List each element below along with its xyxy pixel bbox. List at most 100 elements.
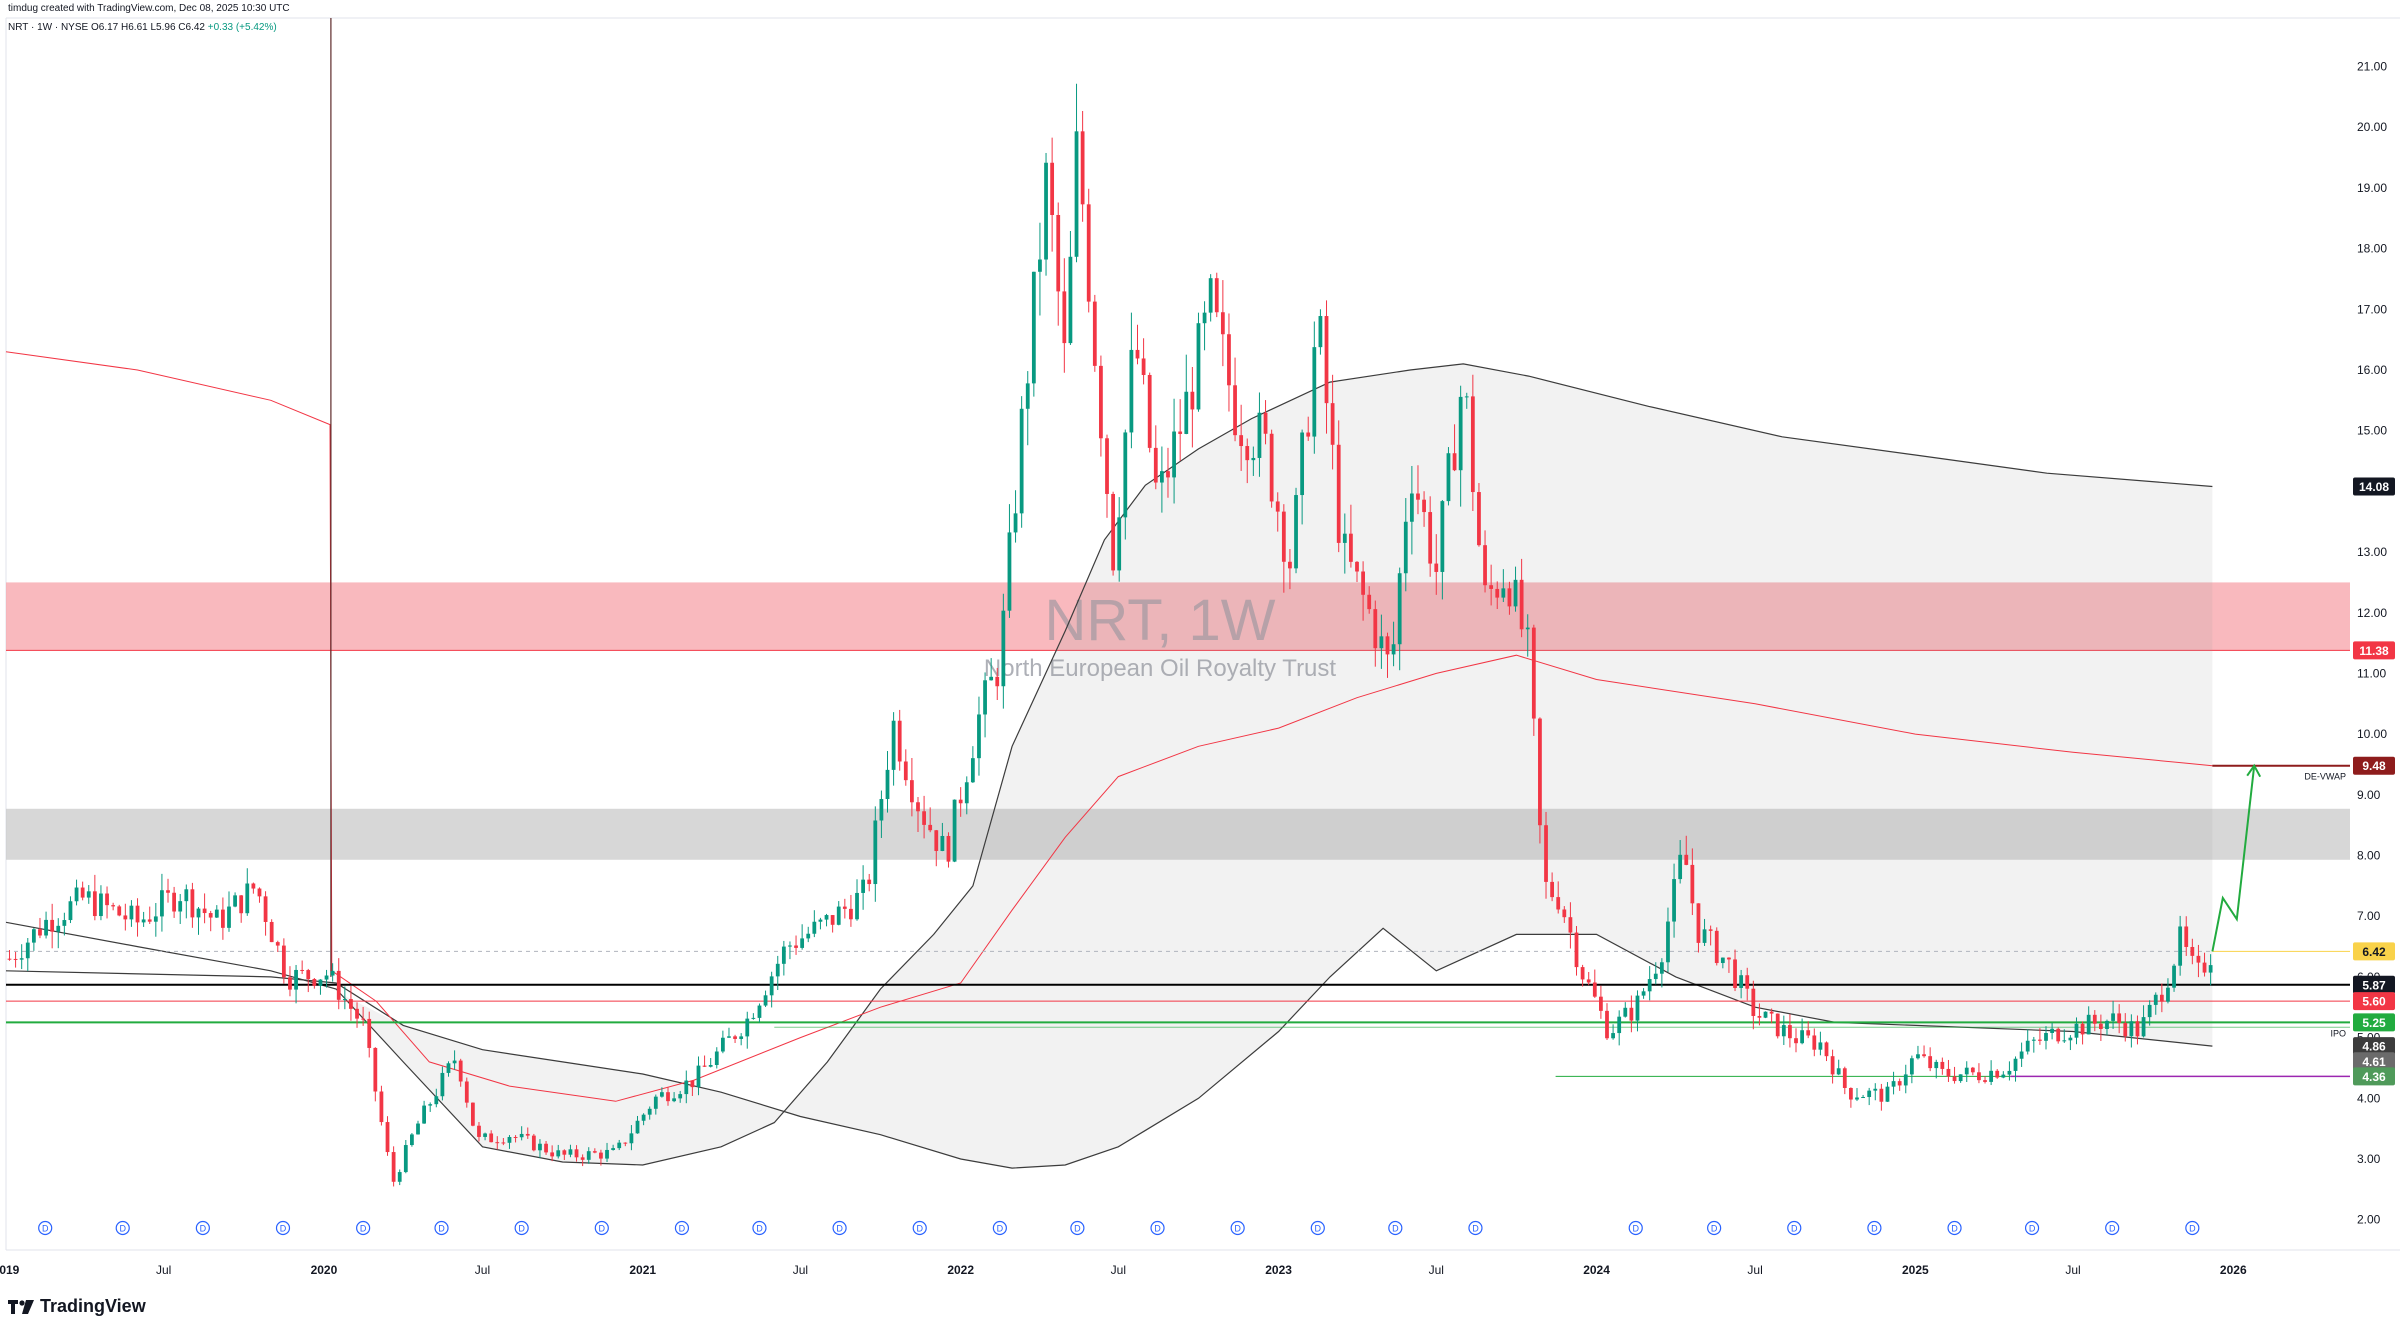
candle-body-103 xyxy=(635,1120,640,1134)
candle-body-176 xyxy=(1080,131,1085,205)
candle-body-348 xyxy=(2129,1021,2134,1037)
candle-body-168 xyxy=(1031,271,1036,384)
candle-body-131 xyxy=(806,933,811,939)
candle-body-94 xyxy=(580,1157,585,1160)
candle-body-328 xyxy=(2007,1070,2012,1075)
zones-layer xyxy=(6,582,2350,860)
candle-body-239 xyxy=(1464,396,1469,398)
dividend-marker-22 xyxy=(1867,1220,1882,1236)
y-tick-label-0: 2.00 xyxy=(2357,1213,2381,1227)
candle-body-351 xyxy=(2147,1004,2152,1018)
price-badge-5 xyxy=(2353,992,2395,1011)
dividend-marker-14 xyxy=(1150,1220,1165,1236)
candle-body-260 xyxy=(1592,982,1597,997)
candle-body-160 xyxy=(983,680,987,715)
candle-body-177 xyxy=(1086,204,1091,302)
candle-body-155 xyxy=(952,799,957,862)
y-axis[interactable]: 2.003.004.005.006.007.008.009.0010.0011.… xyxy=(2357,60,2387,1227)
candle-body-318 xyxy=(1946,1068,1951,1077)
candle-body-26 xyxy=(166,890,170,893)
dividend-marker-symbol-8: D xyxy=(679,1224,686,1234)
dividend-marker-symbol-22: D xyxy=(1871,1224,1878,1234)
candle-body-45 xyxy=(281,945,286,978)
candle-body-51 xyxy=(318,979,323,986)
candle-body-107 xyxy=(660,1092,664,1097)
candle-body-268 xyxy=(1641,991,1646,996)
dividend-marker-3 xyxy=(275,1220,291,1236)
candle-body-190 xyxy=(1166,471,1170,478)
candle-body-79 xyxy=(489,1133,494,1143)
candle-body-175 xyxy=(1074,131,1079,257)
candle-body-261 xyxy=(1599,996,1603,1011)
candle-body-178 xyxy=(1092,301,1097,366)
candle-body-329 xyxy=(2013,1058,2018,1071)
dividend-marker-24 xyxy=(2024,1220,2040,1236)
dividend-marker-17 xyxy=(1388,1220,1403,1236)
candle-body-254 xyxy=(1556,897,1561,910)
candle-body-302 xyxy=(1848,1087,1853,1100)
candle-body-360 xyxy=(2202,962,2207,973)
candle-body-37 xyxy=(233,895,237,907)
dividend-marker-symbol-1: D xyxy=(119,1224,126,1234)
candle-body-135 xyxy=(830,915,835,925)
candle-body-276 xyxy=(1690,864,1695,904)
dividend-marker-symbol-15: D xyxy=(1234,1224,1241,1234)
price-badge-text-0: 14.08 xyxy=(2359,480,2389,494)
tradingview-logo[interactable]: TradingView xyxy=(8,1296,146,1317)
candle-body-234 xyxy=(1434,563,1439,572)
candle-body-182 xyxy=(1117,517,1122,571)
candle-body-210 xyxy=(1288,561,1292,569)
candle-body-230 xyxy=(1409,493,1414,522)
candle-body-156 xyxy=(958,799,963,804)
candle-body-97 xyxy=(599,1152,603,1159)
candle-body-163 xyxy=(1001,610,1006,687)
candle-body-331 xyxy=(2025,1040,2030,1052)
candle-body-70 xyxy=(434,1096,439,1105)
candle-body-77 xyxy=(477,1125,481,1137)
dividend-marker-symbol-18: D xyxy=(1472,1224,1479,1234)
x-tick-label-10: 2024 xyxy=(1583,1263,1610,1277)
candle-body-18 xyxy=(117,906,122,916)
dividend-marker-0 xyxy=(38,1220,53,1236)
y-tick-label-14: 16.00 xyxy=(2357,363,2387,377)
dividend-marker-symbol-6: D xyxy=(518,1224,525,1234)
candle-body-161 xyxy=(989,676,994,681)
candle-body-30 xyxy=(190,889,195,918)
price-badge-6 xyxy=(2353,1013,2395,1032)
candle-body-225 xyxy=(1379,636,1384,649)
candle-body-56 xyxy=(349,999,353,1009)
candle-body-49 xyxy=(306,970,311,980)
candle-body-151 xyxy=(928,824,933,831)
candle-body-198 xyxy=(1214,278,1219,313)
candle-body-61 xyxy=(379,1091,384,1123)
candle-body-244 xyxy=(1495,588,1500,598)
candle-body-361 xyxy=(2208,965,2213,973)
x-tick-label-8: 2023 xyxy=(1265,1263,1292,1277)
symbol-ohlc-legend[interactable]: NRT · 1W · NYSE O6.17 H6.61 L5.96 C6.42 … xyxy=(8,22,277,33)
candle-body-14 xyxy=(92,891,97,917)
x-axis[interactable]: 2019 Jul 2020 Jul 2021 Jul 2022 Jul 2023 Jul 2024 J… xyxy=(0,1263,2247,1277)
dividend-marker-symbol-2: D xyxy=(200,1224,207,1234)
x-tick-label-11: Jul xyxy=(1747,1263,1762,1277)
candle-body-202 xyxy=(1239,435,1244,447)
candle-body-314 xyxy=(1922,1054,1926,1057)
price-badge-7 xyxy=(2353,1037,2395,1056)
candle-body-350 xyxy=(2141,1017,2146,1037)
candle-body-250 xyxy=(1531,627,1536,719)
symbol-label: NRT · 1W · NYSE xyxy=(8,22,89,33)
candle-body-71 xyxy=(440,1072,445,1097)
candle-body-241 xyxy=(1477,492,1481,546)
candle-body-248 xyxy=(1519,579,1524,630)
candle-body-73 xyxy=(452,1060,457,1064)
candle-body-78 xyxy=(483,1133,487,1137)
open-value: O6.17 xyxy=(90,22,119,33)
candle-body-138 xyxy=(849,908,853,920)
x-tick-label-14: 2026 xyxy=(2220,1263,2247,1277)
candle-body-256 xyxy=(1568,917,1573,933)
candle-body-132 xyxy=(812,921,817,934)
y-tick-label-15: 17.00 xyxy=(2357,302,2387,316)
candle-body-307 xyxy=(1879,1088,1884,1102)
candle-body-171 xyxy=(1050,162,1055,216)
candle-body-95 xyxy=(586,1151,591,1160)
